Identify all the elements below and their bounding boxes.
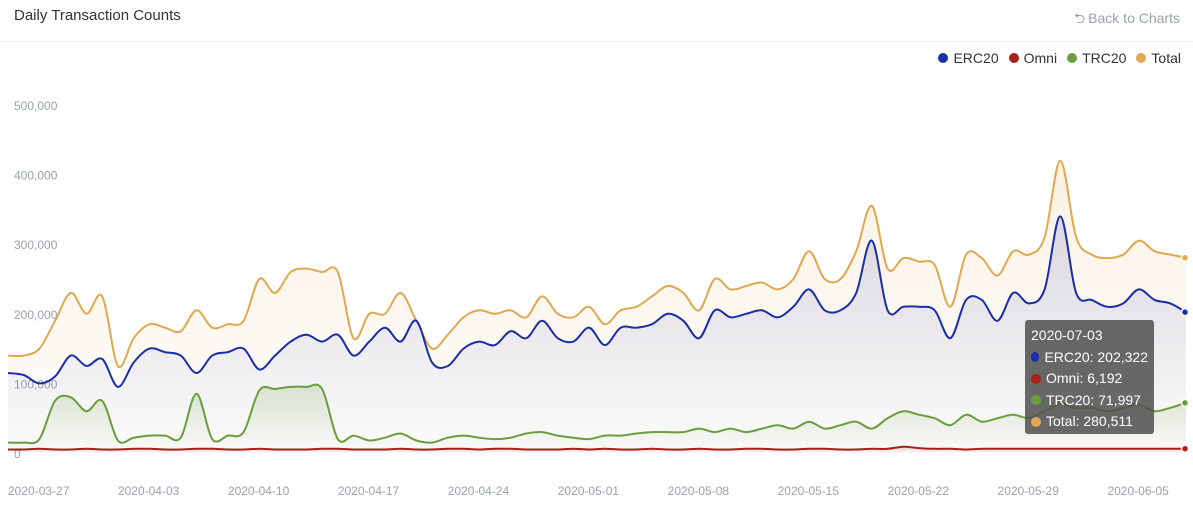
chart-title: Daily Transaction Counts — [14, 7, 181, 24]
x-tick-label: 2020-05-22 — [888, 484, 950, 498]
legend-label: TRC20 — [1082, 50, 1127, 66]
chart-legend: ERC20 Omni TRC20 Total — [938, 50, 1181, 66]
area-trc20 — [8, 384, 1186, 453]
tooltip-row-total: Total: 280,511 — [1031, 411, 1148, 433]
data-point-erc20 — [1180, 307, 1190, 317]
x-tick-label: 2020-03-27 — [8, 484, 70, 498]
tooltip-text: ERC20: 202,322 — [1044, 348, 1148, 365]
y-tick-label: 0 — [14, 447, 21, 461]
tooltip-dot — [1031, 373, 1041, 384]
x-tick-label: 2020-05-08 — [668, 484, 730, 498]
y-tick-label: 500,000 — [14, 99, 58, 113]
tooltip-date: 2020-07-03 — [1031, 327, 1103, 343]
x-tick-label: 2020-04-03 — [118, 484, 180, 498]
back-to-charts-link[interactable]: ⮌ Back to Charts — [1074, 8, 1180, 32]
legend-dot — [1067, 53, 1078, 63]
legend-label: ERC20 — [953, 50, 999, 66]
tooltip-row-trc20: TRC20: 71,997 — [1031, 390, 1148, 412]
data-point-omni — [1180, 444, 1190, 453]
legend-dot — [1136, 53, 1147, 63]
y-tick-label: 200,000 — [14, 308, 58, 322]
chart-header: Daily Transaction Counts ⮌ Back to Charts — [0, 0, 1193, 42]
back-link-label: Back to Charts — [1088, 10, 1180, 26]
tooltip-text: TRC20: 71,997 — [1046, 391, 1141, 408]
chart-tooltip: 2020-07-03 ERC20: 202,322 Omni: 6,192 TR… — [1025, 320, 1154, 434]
legend-label: Omni — [1023, 50, 1058, 66]
tooltip-text: Omni: 6,192 — [1046, 370, 1123, 386]
data-point-total — [1180, 253, 1190, 263]
legend-item-total[interactable]: Total — [1136, 50, 1181, 66]
legend-dot — [1008, 53, 1019, 63]
x-tick-label: 2020-05-29 — [998, 484, 1060, 498]
x-tick-label: 2020-05-01 — [558, 484, 620, 498]
tooltip-text: Total: 280,511 — [1046, 413, 1133, 429]
data-point-trc20 — [1180, 398, 1190, 408]
x-tick-label: 2020-04-17 — [338, 484, 400, 498]
y-tick-label: 400,000 — [14, 169, 58, 183]
series-line-erc20 — [7, 215, 1187, 388]
y-tick-label: 300,000 — [14, 238, 58, 252]
legend-item-erc20[interactable]: ERC20 — [938, 50, 999, 66]
x-tick-label: 2020-04-24 — [448, 484, 510, 498]
tooltip-dot — [1031, 352, 1040, 363]
tooltip-dot — [1031, 416, 1041, 427]
tooltip-row-omni: Omni: 6,192 — [1031, 368, 1148, 390]
x-tick-label: 2020-05-15 — [778, 484, 840, 498]
legend-item-trc20[interactable]: TRC20 — [1067, 50, 1126, 66]
series-line-total — [7, 159, 1187, 369]
tooltip-row-erc20: ERC20: 202,322 — [1031, 347, 1148, 369]
x-tick-label: 2020-04-10 — [228, 484, 290, 498]
legend-dot — [938, 53, 949, 63]
tooltip-dot — [1031, 395, 1041, 406]
undo-arrow-icon: ⮌ — [1073, 10, 1086, 26]
series-line-trc20 — [7, 383, 1187, 445]
series-line-omni — [7, 445, 1187, 451]
legend-item-omni[interactable]: Omni — [1008, 50, 1058, 66]
legend-label: Total — [1151, 50, 1181, 66]
x-tick-label: 2020-06-05 — [1107, 484, 1169, 498]
